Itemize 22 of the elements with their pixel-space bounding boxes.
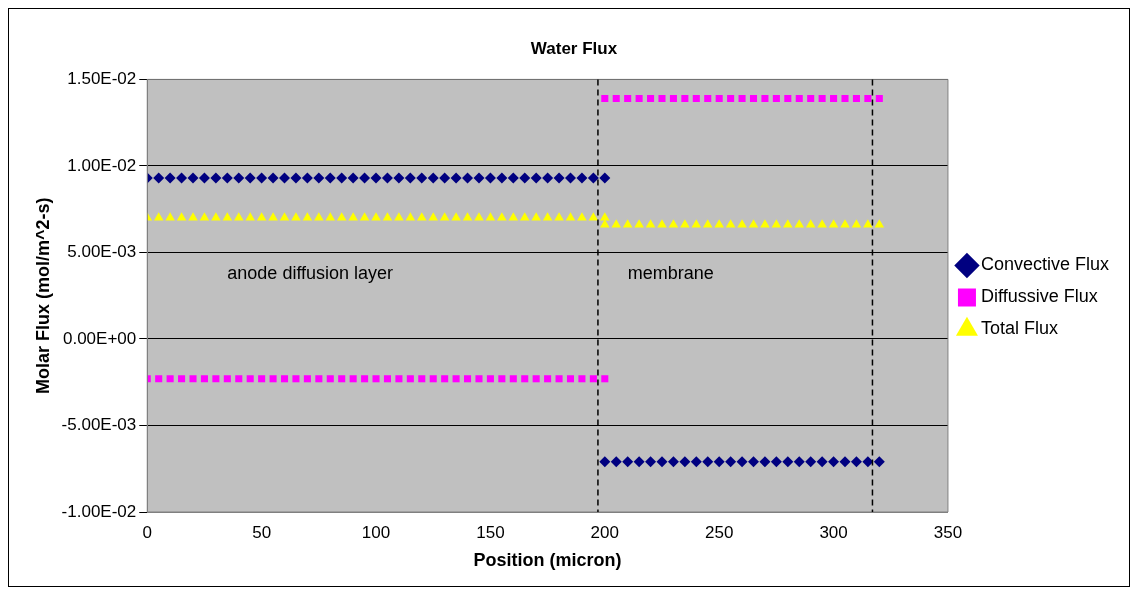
y-axis-title: Molar Flux (mol/m^2-s) (32, 197, 53, 394)
x-tick-label: 300 (819, 522, 848, 542)
y-tick-label: -1.00E-02 (61, 501, 137, 521)
x-tick-label: 200 (590, 522, 619, 542)
legend-label: Convective Flux (980, 254, 1110, 275)
y-tick-label: 1.00E-02 (67, 155, 137, 175)
y-tick-label: 1.50E-02 (67, 69, 137, 89)
x-tick-label: 100 (361, 522, 391, 542)
legend-label: Diffussive Flux (980, 286, 1098, 307)
annotation: membrane (627, 263, 714, 284)
x-tick-label: 0 (142, 522, 152, 542)
y-tick-label: -5.00E-03 (61, 415, 137, 435)
annotation: anode diffusion layer (227, 263, 394, 284)
x-tick-label: 350 (933, 522, 963, 542)
x-tick-label: 150 (476, 522, 505, 542)
legend-label: Total Flux (980, 318, 1058, 339)
chart-title: Water Flux (530, 38, 618, 58)
x-tick-label: 250 (704, 522, 734, 542)
x-tick-label: 50 (252, 522, 272, 542)
y-tick-label: 0.00E+00 (62, 328, 137, 348)
x-axis-title: Position (micron) (473, 550, 622, 571)
y-tick-label: 5.00E-03 (67, 242, 137, 262)
